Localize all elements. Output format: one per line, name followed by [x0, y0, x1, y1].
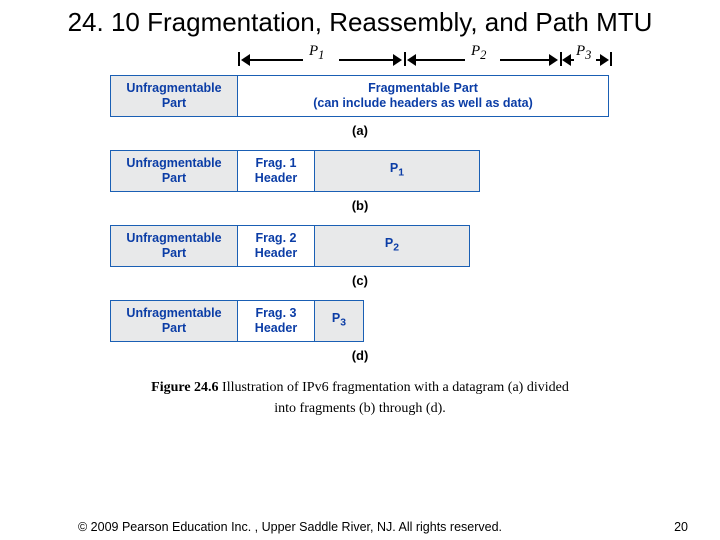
datagram-row-c: UnfragmentablePart Frag. 2Header P2 [110, 225, 610, 267]
cell-frag-header: Frag. 1Header [237, 150, 315, 192]
bracket-tick [238, 52, 240, 66]
bracket-tick [404, 52, 406, 66]
bracket-line [339, 59, 393, 61]
figure-number: Figure 24.6 [151, 380, 218, 395]
cell-fragmentable: Fragmentable Part(can include headers as… [237, 75, 609, 117]
cell-frag-header: Frag. 2Header [237, 225, 315, 267]
arrow-right-icon [393, 54, 402, 66]
bracket-row: P1 P2 P3 [110, 47, 610, 75]
cell-unfragmentable: UnfragmentablePart [110, 75, 238, 117]
arrow-right-icon [549, 54, 558, 66]
bracket-line [415, 59, 465, 61]
sub-caption-d: (d) [110, 348, 610, 363]
sub-caption-a: (a) [110, 123, 610, 138]
arrow-right-icon [600, 54, 609, 66]
cell-unfragmentable: UnfragmentablePart [110, 150, 238, 192]
datagram-row-d: UnfragmentablePart Frag. 3Header P3 [110, 300, 610, 342]
figure-caption: Figure 24.6 Illustration of IPv6 fragmen… [60, 377, 660, 420]
sub-caption-c: (c) [110, 273, 610, 288]
cell-payload: P1 [314, 150, 480, 192]
datagram-row-a: UnfragmentablePart Fragmentable Part(can… [110, 75, 610, 117]
figure-caption-line1: Illustration of IPv6 fragmentation with … [219, 380, 569, 395]
bracket-label-p1: P1 [309, 43, 324, 63]
cell-unfragmentable: UnfragmentablePart [110, 225, 238, 267]
bracket-label-p3: P3 [576, 43, 591, 63]
cell-payload: P3 [314, 300, 364, 342]
bracket-line [570, 59, 574, 61]
figure-caption-line2: into fragments (b) through (d). [274, 401, 445, 416]
cell-unfragmentable: UnfragmentablePart [110, 300, 238, 342]
bracket-line [249, 59, 303, 61]
bracket-tick [610, 52, 612, 66]
cell-payload: P2 [314, 225, 470, 267]
figure-area: P1 P2 P3 UnfragmentablePart Fragmentable… [110, 47, 610, 363]
sub-caption-b: (b) [110, 198, 610, 213]
bracket-label-p2: P2 [471, 43, 486, 63]
copyright-text: © 2009 Pearson Education Inc. , Upper Sa… [78, 520, 502, 534]
footer: © 2009 Pearson Education Inc. , Upper Sa… [0, 520, 720, 534]
page-number: 20 [674, 520, 688, 534]
cell-frag-header: Frag. 3Header [237, 300, 315, 342]
bracket-line [500, 59, 549, 61]
page-title: 24. 10 Fragmentation, Reassembly, and Pa… [0, 0, 720, 39]
datagram-row-b: UnfragmentablePart Frag. 1Header P1 [110, 150, 610, 192]
